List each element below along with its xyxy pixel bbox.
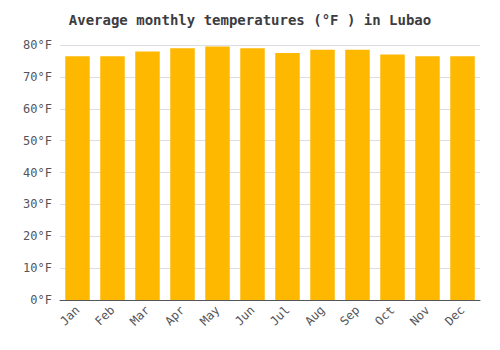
- svg-text:Sep: Sep: [337, 303, 362, 328]
- svg-text:Aug: Aug: [302, 303, 327, 328]
- svg-text:50°F: 50°F: [23, 134, 52, 148]
- svg-text:0°F: 0°F: [30, 293, 52, 307]
- svg-text:Mar: Mar: [127, 303, 152, 328]
- svg-text:60°F: 60°F: [23, 102, 52, 116]
- svg-text:20°F: 20°F: [23, 229, 52, 243]
- svg-text:Jul: Jul: [267, 303, 292, 328]
- svg-text:May: May: [197, 303, 222, 328]
- svg-text:Jun: Jun: [232, 303, 257, 328]
- svg-text:Feb: Feb: [92, 303, 117, 328]
- svg-text:40°F: 40°F: [23, 166, 52, 180]
- svg-text:Apr: Apr: [162, 303, 187, 328]
- svg-text:Jan: Jan: [57, 303, 82, 328]
- svg-text:10°F: 10°F: [23, 261, 52, 275]
- svg-text:30°F: 30°F: [23, 197, 52, 211]
- svg-text:Nov: Nov: [407, 303, 432, 328]
- svg-text:70°F: 70°F: [23, 70, 52, 84]
- svg-text:80°F: 80°F: [23, 38, 52, 52]
- svg-text:Dec: Dec: [442, 303, 467, 328]
- svg-text:Average monthly temperatures (: Average monthly temperatures (°F ) in Lu…: [69, 12, 431, 28]
- svg-text:Oct: Oct: [372, 303, 397, 328]
